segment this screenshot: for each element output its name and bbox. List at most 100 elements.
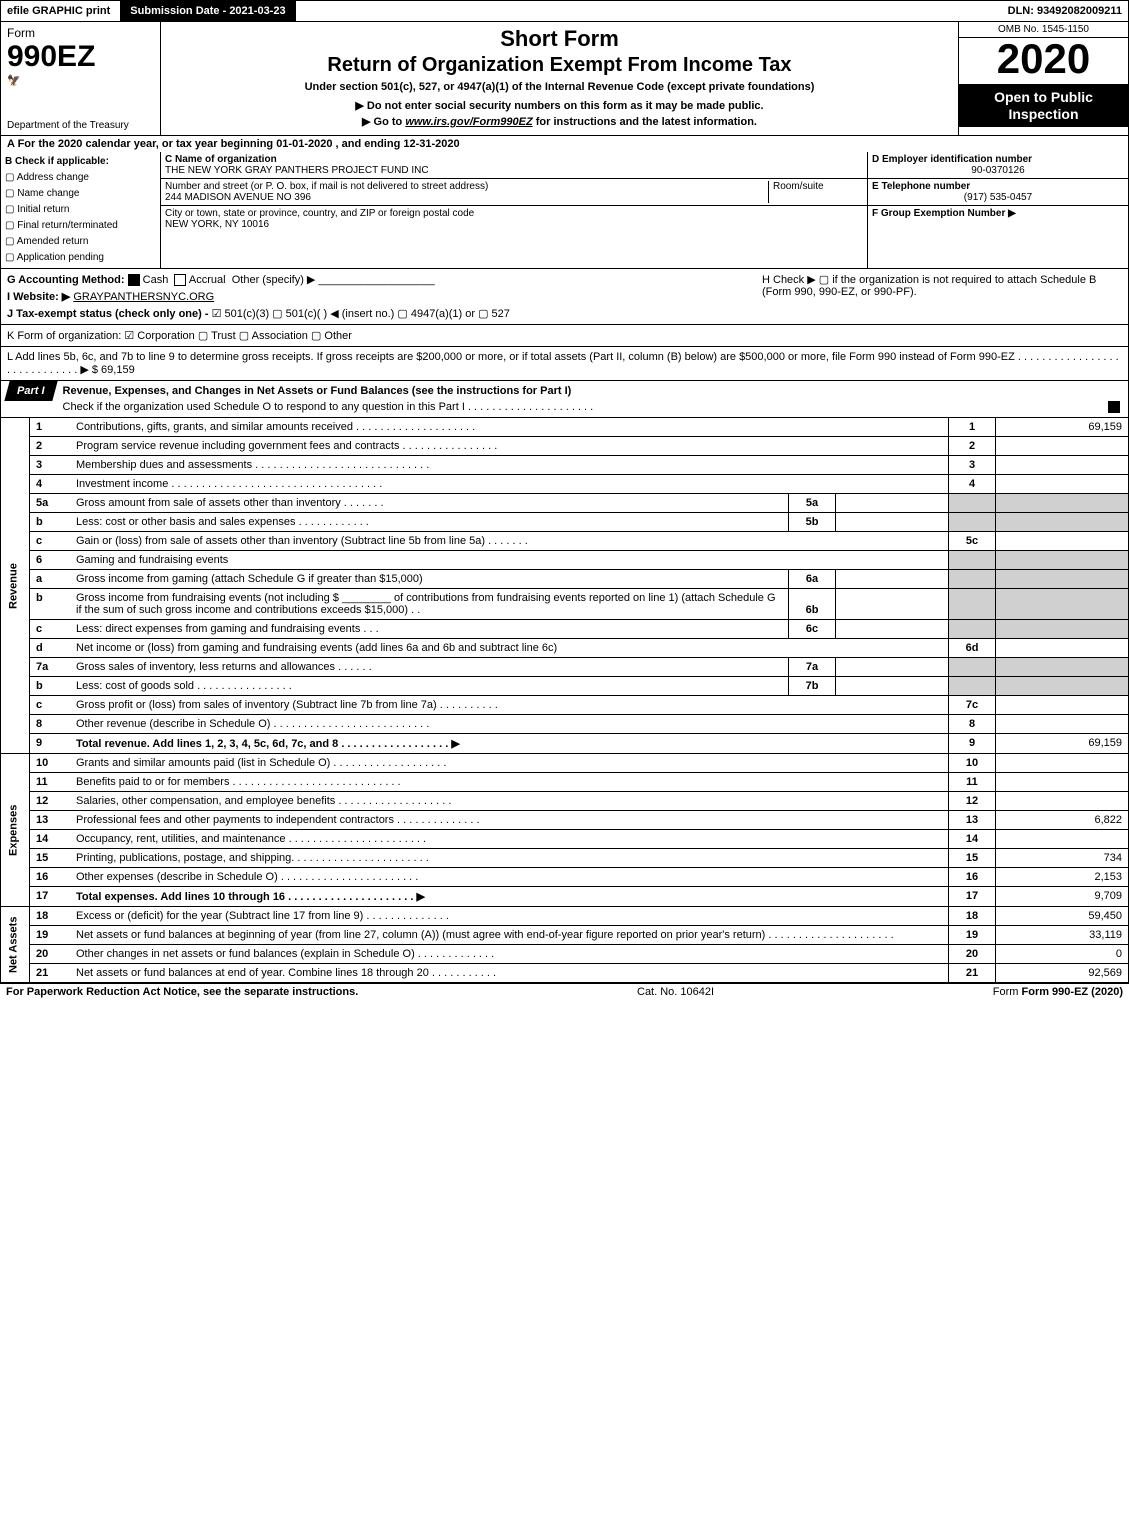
line12-desc: Salaries, other compensation, and employ… [70, 792, 949, 811]
line1-rnum: 1 [949, 418, 996, 437]
l-gross-receipts: L Add lines 5b, 6c, and 7b to line 9 to … [0, 347, 1129, 381]
line6-num: 6 [30, 551, 71, 570]
line3-val [996, 456, 1129, 475]
line17-desc: Total expenses. Add lines 10 through 16 … [70, 887, 949, 907]
checkbox-final-return[interactable]: Final return/terminated [5, 218, 156, 234]
line6-desc: Gaming and fundraising events [70, 551, 949, 570]
goto-instructions: ▶ Go to www.irs.gov/Form990EZ for instru… [167, 115, 952, 128]
irs-form-link[interactable]: www.irs.gov/Form990EZ [405, 116, 532, 128]
line7a-val-shaded [996, 658, 1129, 677]
line6a-val-shaded [996, 570, 1129, 589]
checkbox-amended-return[interactable]: Amended return [5, 234, 156, 250]
line5a-val-shaded [996, 494, 1129, 513]
checkbox-accrual[interactable] [174, 274, 186, 286]
street-address: 244 MADISON AVENUE NO 396 [165, 192, 768, 203]
checkbox-name-change[interactable]: Name change [5, 186, 156, 202]
line13-rnum: 13 [949, 811, 996, 830]
line6d-desc: Net income or (loss) from gaming and fun… [70, 639, 949, 658]
checkbox-initial-return[interactable]: Initial return [5, 202, 156, 218]
top-bar: efile GRAPHIC print Submission Date - 20… [0, 0, 1129, 22]
line7a-num: 7a [30, 658, 71, 677]
ein-value: 90-0370126 [872, 165, 1124, 176]
line9-num: 9 [30, 734, 71, 754]
line7b-rnum-shaded [949, 677, 996, 696]
checkbox-cash[interactable] [128, 274, 140, 286]
line2-val [996, 437, 1129, 456]
line6c-desc: Less: direct expenses from gaming and fu… [70, 620, 789, 639]
j-options[interactable]: ☑ 501(c)(3) ▢ 501(c)( ) ◀ (insert no.) ▢… [212, 308, 510, 320]
line6c-subval [836, 620, 949, 639]
footer-cat-no: Cat. No. 10642I [637, 986, 714, 998]
form-word: Form [7, 26, 154, 40]
dln-label: DLN: 93492082009211 [1002, 1, 1128, 21]
line9-desc: Total revenue. Add lines 1, 2, 3, 4, 5c,… [70, 734, 949, 754]
line21-val: 92,569 [996, 964, 1129, 983]
l-line-text: L Add lines 5b, 6c, and 7b to line 9 to … [7, 351, 1119, 376]
netassets-sidelabel: Net Assets [1, 907, 30, 983]
line19-rnum: 19 [949, 926, 996, 945]
line7a-desc: Gross sales of inventory, less returns a… [70, 658, 789, 677]
line6b-desc: Gross income from fundraising events (no… [70, 589, 789, 620]
line5b-sub: 5b [789, 513, 836, 532]
line13-val: 6,822 [996, 811, 1129, 830]
website-row: I Website: ▶ GRAYPANTHERSNYC.ORG [7, 290, 756, 303]
line15-desc: Printing, publications, postage, and shi… [70, 849, 949, 868]
line6c-sub: 6c [789, 620, 836, 639]
method-website-status-box: G Accounting Method: Cash Accrual Other … [0, 269, 1129, 325]
line18-val: 59,450 [996, 907, 1129, 926]
checkbox-schedule-o-part1[interactable] [1108, 401, 1120, 413]
line6c-rnum-shaded [949, 620, 996, 639]
line7b-sub: 7b [789, 677, 836, 696]
line12-num: 12 [30, 792, 71, 811]
line9-val: 69,159 [996, 734, 1129, 754]
line17-rnum: 17 [949, 887, 996, 907]
efile-graphic-print-link[interactable]: efile GRAPHIC print [1, 1, 116, 21]
line13-desc: Professional fees and other payments to … [70, 811, 949, 830]
checkbox-address-change[interactable]: Address change [5, 170, 156, 186]
line6a-rnum-shaded [949, 570, 996, 589]
k-form-of-organization: K Form of organization: ☑ Corporation ▢ … [7, 329, 1122, 342]
k-l-box: K Form of organization: ☑ Corporation ▢ … [0, 325, 1129, 347]
line19-num: 19 [30, 926, 71, 945]
submission-date-label: Submission Date - 2021-03-23 [120, 1, 295, 21]
form-number: 990EZ [7, 40, 154, 74]
line6a-desc: Gross income from gaming (attach Schedul… [70, 570, 789, 589]
line14-num: 14 [30, 830, 71, 849]
line16-num: 16 [30, 868, 71, 887]
line20-val: 0 [996, 945, 1129, 964]
line17-val: 9,709 [996, 887, 1129, 907]
line15-num: 15 [30, 849, 71, 868]
department-label: Department of the Treasury [7, 120, 154, 131]
checkbox-application-pending[interactable]: Application pending [5, 250, 156, 266]
accrual-label: Accrual [189, 274, 226, 286]
line8-desc: Other revenue (describe in Schedule O) .… [70, 715, 949, 734]
org-name: THE NEW YORK GRAY PANTHERS PROJECT FUND … [165, 165, 863, 176]
line6c-num: c [30, 620, 71, 639]
treasury-seal-icon: 🦅 [7, 74, 154, 87]
line1-num: 1 [30, 418, 71, 437]
line21-num: 21 [30, 964, 71, 983]
part1-header: Part I Revenue, Expenses, and Changes in… [0, 381, 1129, 417]
line18-rnum: 18 [949, 907, 996, 926]
line7b-val-shaded [996, 677, 1129, 696]
line10-num: 10 [30, 754, 71, 773]
line5a-desc: Gross amount from sale of assets other t… [70, 494, 789, 513]
line18-num: 18 [30, 907, 71, 926]
line6-val-shaded [996, 551, 1129, 570]
line6c-val-shaded [996, 620, 1129, 639]
h-schedule-b-box: H Check ▶ ▢ if the organization is not r… [756, 273, 1122, 320]
line5a-subval [836, 494, 949, 513]
line4-desc: Investment income . . . . . . . . . . . … [70, 475, 949, 494]
box-b-title: B Check if applicable: [5, 154, 156, 170]
line7c-rnum: 7c [949, 696, 996, 715]
city-label: City or town, state or province, country… [165, 208, 863, 219]
line13-num: 13 [30, 811, 71, 830]
line6b-val-shaded [996, 589, 1129, 620]
box-c-label: C Name of organization [165, 154, 863, 165]
line14-val [996, 830, 1129, 849]
open-to-public-label: Open to Public Inspection [959, 85, 1128, 127]
line3-desc: Membership dues and assessments . . . . … [70, 456, 949, 475]
line2-rnum: 2 [949, 437, 996, 456]
website-link[interactable]: GRAYPANTHERSNYC.ORG [73, 291, 214, 303]
line6b-desc-pre: Gross income from fundraising events (no… [76, 592, 342, 604]
